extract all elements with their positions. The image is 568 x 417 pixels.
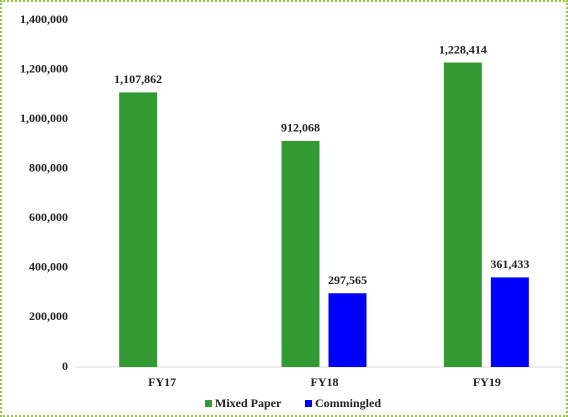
bar	[443, 62, 482, 368]
bar	[281, 140, 320, 367]
y-tick-label: 200,000	[29, 309, 68, 323]
bar	[490, 277, 529, 367]
y-tick-label: 0	[62, 359, 68, 373]
legend-swatch	[205, 400, 212, 407]
data-label: 1,107,862	[114, 72, 162, 86]
legend-swatch	[305, 400, 312, 407]
y-tick-label: 1,200,000	[20, 61, 68, 75]
x-tick-label: FY17	[148, 375, 176, 389]
legend-label: Mixed Paper	[215, 396, 282, 410]
data-label: 297,565	[328, 273, 367, 287]
y-tick-label: 800,000	[29, 160, 68, 174]
legend-label: Commingled	[315, 396, 381, 410]
y-tick-label: 1,000,000	[20, 111, 68, 125]
data-label: 361,433	[490, 257, 529, 271]
x-tick-label: FY18	[311, 375, 339, 389]
y-tick-label: 400,000	[29, 260, 68, 274]
bar	[119, 92, 158, 367]
data-label: 1,228,414	[439, 42, 487, 56]
data-label: 912,068	[281, 121, 320, 135]
bar	[328, 293, 367, 367]
y-tick-label: 1,400,000	[20, 12, 68, 26]
x-tick-label: FY19	[473, 375, 501, 389]
y-tick-label: 600,000	[29, 210, 68, 224]
